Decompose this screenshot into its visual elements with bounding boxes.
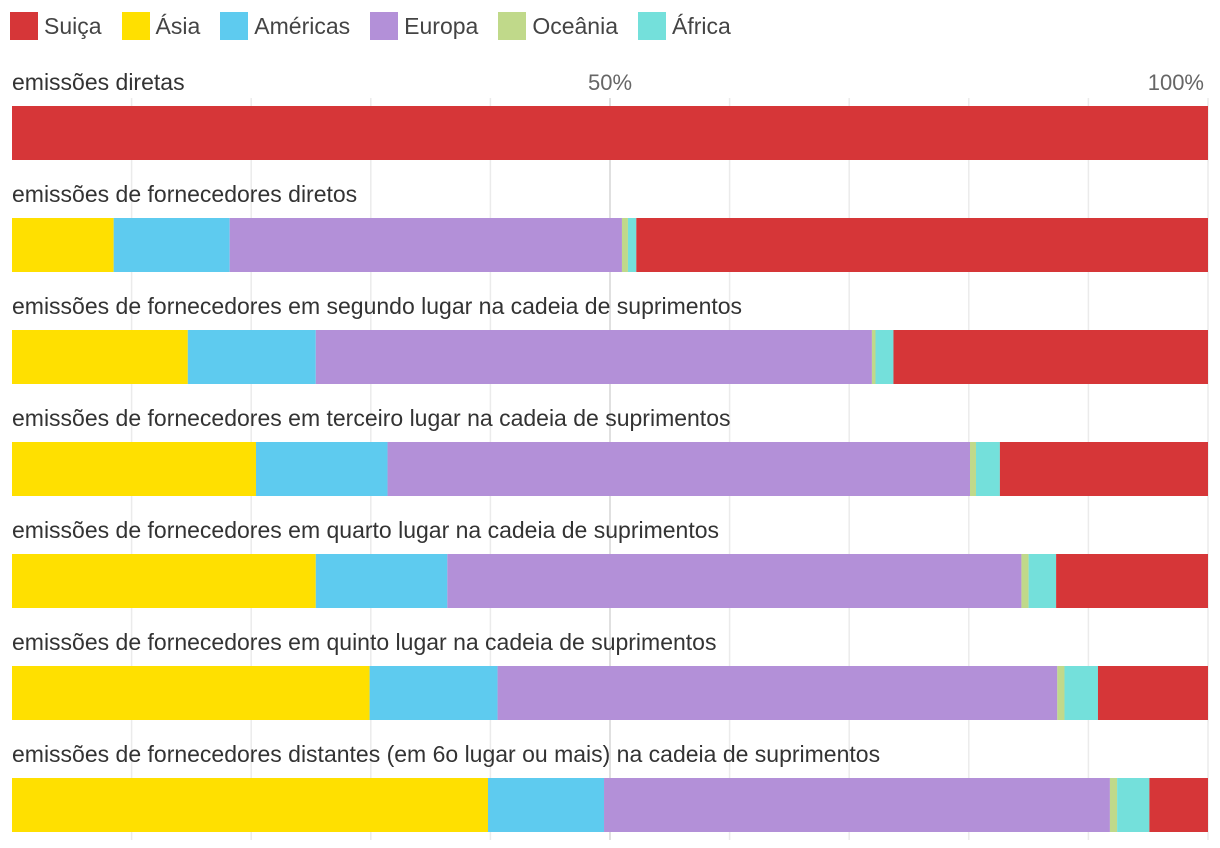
bar-segment (893, 330, 1208, 384)
bar-segment (315, 554, 448, 608)
bar-segment (12, 218, 114, 272)
bar-segment (969, 442, 976, 496)
category-label: emissões de fornecedores em quarto lugar… (12, 517, 719, 543)
bar-segment (12, 666, 370, 720)
bar-segment (113, 218, 230, 272)
legend-swatch (370, 12, 399, 40)
legend-label: Suiça (44, 12, 102, 39)
bar-segment (1109, 778, 1118, 832)
bar-segment (229, 218, 622, 272)
bar-segment (975, 442, 1000, 496)
bar-segment (1117, 778, 1150, 832)
legend-swatch (638, 12, 666, 40)
legend-label: Oceânia (532, 12, 618, 39)
bar-segment (387, 442, 970, 496)
legend-swatch (10, 12, 38, 40)
legend-label: Ásia (155, 12, 201, 39)
bar-segment (1057, 666, 1065, 720)
legend-item: Ásia (121, 12, 201, 40)
bar-segment (255, 442, 388, 496)
category-label: emissões de fornecedores em segundo luga… (12, 293, 742, 319)
x-tick-label: 100% (1148, 70, 1204, 95)
bar-segment (1028, 554, 1057, 608)
category-label: emissões de fornecedores em quinto lugar… (12, 629, 716, 655)
bar-segment (621, 218, 628, 272)
bar-segment (497, 666, 1058, 720)
bar-segment (871, 330, 876, 384)
x-tick-label: 50% (588, 70, 632, 95)
bar-segment (1021, 554, 1029, 608)
bar-segment (447, 554, 1022, 608)
bar-segment (187, 330, 316, 384)
legend-item: África (638, 12, 731, 40)
category-label: emissões de fornecedores distantes (em 6… (12, 741, 880, 767)
legend-item: Europa (370, 12, 478, 40)
bar-segment (12, 778, 489, 832)
bar-segment (1056, 554, 1208, 608)
legend-item: Oceânia (498, 12, 618, 40)
bar-segment (315, 330, 872, 384)
chart-legend: Suiça Ásia Américas Europa Oceânia África (10, 12, 751, 40)
bar-segment (627, 218, 637, 272)
category-label: emissões de fornecedores diretos (12, 181, 357, 207)
bar-segment (488, 778, 605, 832)
legend-item: Américas (220, 12, 350, 40)
bar-segment (12, 106, 1208, 160)
legend-item: Suiça (10, 12, 102, 40)
bar-segment (12, 442, 256, 496)
bar-segment (999, 442, 1208, 496)
bar-segment (1149, 778, 1208, 832)
category-label: emissões diretas (12, 69, 185, 95)
bar-segment (369, 666, 498, 720)
bar-segment (12, 554, 316, 608)
bar-segment (875, 330, 894, 384)
legend-swatch (121, 12, 150, 40)
category-label: emissões de fornecedores em terceiro lug… (12, 405, 731, 431)
bar-segment (12, 330, 188, 384)
bar-segment (1064, 666, 1098, 720)
legend-label: Américas (254, 12, 351, 39)
legend-label: África (672, 12, 731, 39)
legend-label: Europa (404, 12, 479, 39)
bar-segment (604, 778, 1110, 832)
bar-segment (1097, 666, 1208, 720)
legend-swatch (220, 12, 249, 40)
bar-segment (636, 218, 1208, 272)
legend-swatch (498, 12, 527, 40)
